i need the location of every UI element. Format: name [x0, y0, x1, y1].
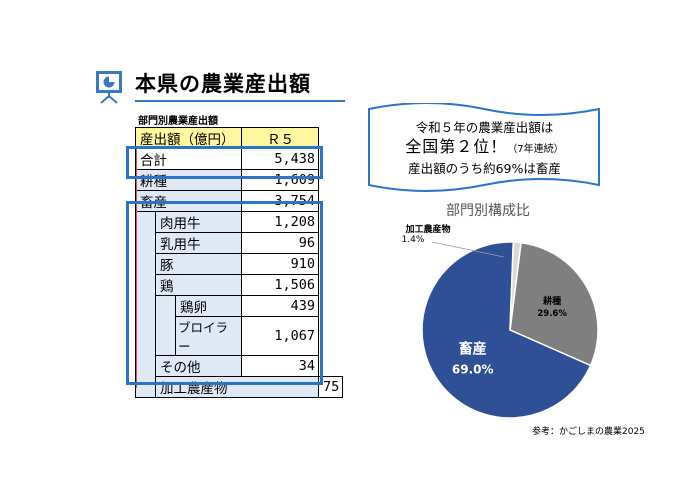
row-label: 加工農産物: [155, 376, 319, 398]
row-label: 鶏: [155, 274, 242, 296]
highlight-banner: [368, 103, 600, 192]
table-row: 加工農産物 75: [136, 376, 344, 398]
row-value: 96: [241, 232, 319, 254]
slice-value: 29.6%: [537, 309, 567, 319]
pie-chart: 耕種 29.6% 畜産 69.0%: [421, 241, 599, 419]
row-label: ブロイラー: [175, 316, 242, 356]
pie-slice-processed: [509, 241, 522, 331]
presentation-board-icon: [96, 71, 122, 104]
row-label: 乳用牛: [155, 232, 242, 254]
table-row: 合計 5,438: [135, 148, 343, 170]
banner-streak-note: （7年連続）: [507, 144, 564, 155]
table-row: 豚 910: [136, 253, 343, 275]
leader-line: [431, 241, 505, 258]
livestock-highlight-box: [126, 201, 323, 385]
header-label: 産出額（億円）: [135, 127, 242, 149]
row-value: 5,438: [241, 148, 319, 170]
table-row: その他 34: [136, 355, 343, 377]
banner-rank: 全国第２位！: [405, 137, 508, 156]
total-highlight-box: [126, 146, 323, 179]
row-label: 豚: [155, 253, 242, 275]
pie-slice-livestock: [421, 241, 592, 419]
table-row: 乳用牛 96: [136, 232, 343, 254]
row-value: 34: [241, 355, 319, 377]
banner-line-3: 産出額のうち約69%は畜産: [408, 161, 561, 176]
chart-title: 部門別構成比: [446, 203, 530, 219]
output-table: 産出額（億円） Ｒ５ 合計 5,438 耕種 1,609 畜産 3,754 肉用…: [135, 127, 344, 398]
banner-line-2: 全国第２位！（7年連続）: [367, 133, 602, 157]
row-value: 1,067: [241, 316, 319, 356]
row-value: 439: [241, 295, 319, 317]
row-label: 合計: [135, 148, 242, 170]
slice-value: 1.4%: [401, 235, 425, 245]
row-label: その他: [155, 355, 242, 377]
table-caption: 部門別農業産出額: [138, 116, 218, 127]
indent-cell: [155, 295, 176, 356]
processed-slice-label: 加工農産物 1.4%: [388, 222, 468, 245]
slice-label: 畜産: [459, 340, 487, 357]
slice-value: 69.0%: [452, 362, 494, 376]
banner-line-1: 令和５年の農業産出額は: [415, 120, 554, 135]
row-value: 75: [317, 376, 344, 398]
table-header-row: 産出額（億円） Ｒ５: [135, 127, 343, 149]
title-underline: [135, 100, 345, 102]
source-note: 参考：かごしまの農業2025: [532, 427, 645, 437]
pie-slice-crops: [509, 241, 599, 367]
slice-label: 加工農産物: [405, 225, 451, 235]
header-year: Ｒ５: [241, 127, 319, 149]
page-title: 本県の農業産出額: [135, 72, 311, 96]
margin-red-line: [136, 146, 137, 388]
table-row: 耕種 1,609: [135, 169, 343, 191]
table-row: ブロイラー 1,067: [136, 316, 343, 356]
slice-label: 耕種: [543, 295, 561, 307]
table-row: 鶏 1,506: [136, 274, 343, 296]
